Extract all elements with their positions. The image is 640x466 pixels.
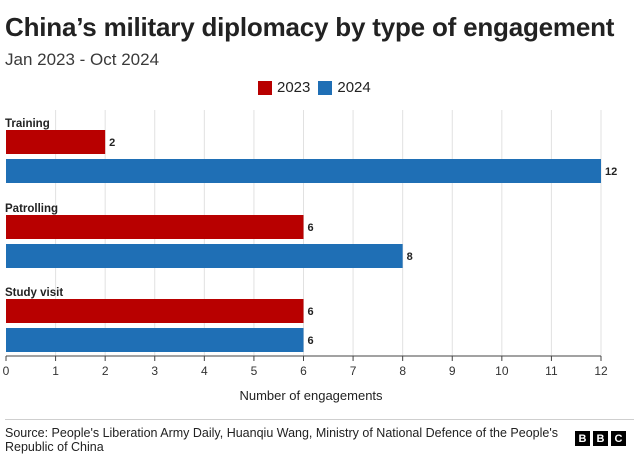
category-label: Study visit [5, 287, 63, 299]
x-tick-label: 5 [251, 364, 258, 378]
legend-label-2024: 2024 [337, 79, 371, 96]
data-label: 6 [308, 222, 314, 234]
x-tick-label: 9 [449, 364, 456, 378]
legend-item-2024: 2024 [318, 79, 371, 96]
x-axis-title: Number of engagements [239, 388, 383, 403]
legend-swatch-2023 [258, 80, 272, 95]
x-tick-label: 11 [545, 364, 558, 378]
x-tick-label: 7 [350, 364, 357, 378]
data-label: 6 [308, 306, 314, 318]
x-tick-label: 2 [102, 364, 109, 378]
bbc-logo: B B C [575, 431, 626, 446]
x-tick-label: 1 [52, 364, 59, 378]
bar [6, 299, 304, 323]
x-tick-label: 8 [399, 364, 406, 378]
x-tick-label: 3 [151, 364, 158, 378]
legend-item-2023: 2023 [258, 79, 310, 96]
chart-title: China’s military diplomacy by type of en… [5, 12, 615, 42]
data-label: 2 [109, 137, 115, 149]
bar [6, 130, 106, 154]
bar [6, 328, 304, 352]
bbc-logo-letter: B [593, 431, 608, 446]
data-label: 6 [308, 335, 314, 347]
bar [6, 159, 601, 183]
x-tick-label: 10 [495, 364, 509, 378]
bbc-logo-letter: B [575, 431, 590, 446]
data-label: 8 [407, 251, 413, 263]
x-tick-label: 0 [3, 364, 10, 378]
category-label: Patrolling [5, 203, 58, 215]
legend: 2023 2024 [258, 79, 371, 96]
data-label: 12 [605, 166, 617, 178]
chart-subtitle: Jan 2023 - Oct 2024 [5, 50, 160, 69]
bbc-logo-letter: C [611, 431, 626, 446]
x-tick-label: 6 [300, 364, 307, 378]
source-note: Source: People's Liberation Army Daily, … [5, 426, 558, 454]
legend-swatch-2024 [318, 80, 333, 95]
bar [6, 244, 403, 268]
bar [6, 215, 304, 239]
legend-label-2023: 2023 [277, 79, 311, 96]
category-label: Training [5, 118, 50, 130]
x-tick-label: 12 [594, 364, 608, 378]
footer-divider [5, 419, 634, 420]
x-tick-label: 4 [201, 364, 208, 378]
